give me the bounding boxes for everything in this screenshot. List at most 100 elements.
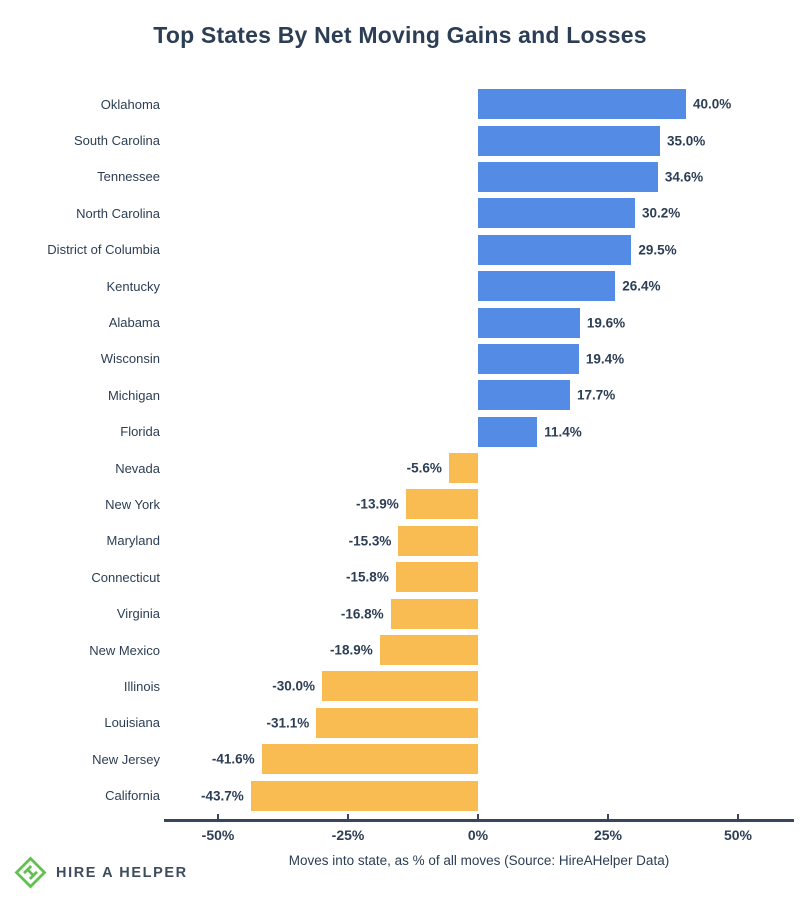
category-label: Virginia	[116, 606, 160, 622]
category-label: Kentucky	[106, 278, 160, 294]
plot-cell: 26.4%	[160, 268, 800, 304]
plot-cell: 29.5%	[160, 232, 800, 268]
value-label: -5.6%	[406, 460, 442, 476]
plot-cell: 19.4%	[160, 341, 800, 377]
chart-bar	[261, 744, 478, 775]
category-label: Tennessee	[97, 169, 160, 185]
x-axis-caption: Moves into state, as % of all moves (Sou…	[288, 853, 670, 868]
chart-bar	[379, 635, 478, 666]
chart-bar	[316, 707, 478, 738]
value-label: -31.1%	[266, 715, 310, 731]
plot-cell: -31.1%	[160, 705, 800, 741]
chart-bar	[395, 562, 478, 593]
chart-rows: Oklahoma 40.0% South Carolina 35.0% Tennesse…	[0, 86, 800, 814]
plot-cell: -15.3%	[160, 523, 800, 559]
chart-row: Tennessee 34.6%	[0, 159, 800, 195]
value-label: 26.4%	[622, 278, 661, 294]
chart-row: New Mexico -18.9%	[0, 632, 800, 668]
plot-cell: 30.2%	[160, 195, 800, 231]
category-label: North Carolina	[76, 205, 160, 221]
x-axis-tick-label: -50%	[201, 827, 235, 843]
category-label: New Jersey	[92, 751, 160, 767]
x-axis-tick	[737, 814, 739, 819]
brand-logo: HIRE A HELPER	[14, 856, 188, 889]
x-axis-tick	[217, 814, 219, 819]
x-axis-tick-label: 0%	[467, 827, 489, 843]
category-label: Michigan	[107, 387, 160, 403]
chart-bar	[448, 453, 478, 484]
chart-bar	[478, 343, 579, 374]
chart-bar	[405, 489, 478, 520]
x-axis-line	[164, 819, 794, 822]
chart-row: Connecticut -15.8%	[0, 559, 800, 595]
chart-row: District of Columbia 29.5%	[0, 232, 800, 268]
chart-row: Alabama 19.6%	[0, 304, 800, 340]
category-label: Alabama	[108, 315, 160, 331]
chart-bar	[478, 125, 660, 156]
chart-row: Louisiana -31.1%	[0, 705, 800, 741]
value-label: 29.5%	[638, 242, 677, 258]
chart-bar	[478, 234, 632, 265]
value-label: -13.9%	[355, 496, 399, 512]
plot-cell: -41.6%	[160, 741, 800, 777]
hireahelper-logo-icon	[14, 856, 47, 889]
x-axis-tick	[607, 814, 609, 819]
plot-cell: -43.7%	[160, 777, 800, 813]
category-label: Oklahoma	[100, 96, 160, 112]
category-label: Nevada	[115, 460, 160, 476]
plot-cell: 11.4%	[160, 414, 800, 450]
category-label: Maryland	[106, 533, 160, 549]
value-label: 19.4%	[585, 351, 625, 367]
plot-cell: 17.7%	[160, 377, 800, 413]
value-label: 35.0%	[667, 133, 706, 149]
plot-cell: -13.9%	[160, 486, 800, 522]
value-label: -15.3%	[348, 533, 392, 549]
value-label: -18.9%	[329, 642, 373, 658]
chart-bar	[478, 416, 538, 447]
x-axis-tick-label: 50%	[723, 827, 753, 843]
chart-bar	[322, 671, 478, 702]
chart-row: New York -13.9%	[0, 486, 800, 522]
chart-row: New Jersey -41.6%	[0, 741, 800, 777]
x-axis-tick	[347, 814, 349, 819]
chart-bar	[478, 380, 571, 411]
category-label: District of Columbia	[47, 242, 160, 258]
chart-bar	[398, 525, 478, 556]
value-label: 19.6%	[586, 315, 626, 331]
value-label: 30.2%	[642, 205, 681, 221]
chart-row: Nevada -5.6%	[0, 450, 800, 486]
plot-cell: 35.0%	[160, 122, 800, 158]
plot-cell: -5.6%	[160, 450, 800, 486]
chart-row: California -43.7%	[0, 777, 800, 813]
plot-cell: -18.9%	[160, 632, 800, 668]
plot-cell: -15.8%	[160, 559, 800, 595]
value-label: -43.7%	[200, 788, 244, 804]
category-label: South Carolina	[74, 133, 160, 149]
chart-bar	[478, 161, 658, 192]
x-axis-tick	[477, 814, 479, 819]
chart-bar	[390, 598, 478, 629]
chart-title: Top States By Net Moving Gains and Losse…	[153, 22, 647, 48]
value-label: -15.8%	[346, 569, 389, 585]
chart-bar	[250, 780, 478, 811]
chart-row: Oklahoma 40.0%	[0, 86, 800, 122]
x-axis: -50% -25% 0% 25% 50%	[0, 814, 800, 859]
value-label: 34.6%	[664, 169, 704, 185]
plot-cell: 19.6%	[160, 304, 800, 340]
chart-row: Virginia -16.8%	[0, 595, 800, 631]
value-label: -41.6%	[211, 751, 255, 767]
chart-bar	[478, 89, 686, 120]
category-label: Wisconsin	[100, 351, 160, 367]
category-label: Connecticut	[91, 569, 160, 585]
category-label: Illinois	[123, 678, 160, 694]
x-axis-tick-label: 25%	[593, 827, 623, 843]
brand-name: HIRE A HELPER	[56, 864, 188, 881]
chart-bar	[478, 271, 616, 302]
category-label: Florida	[120, 424, 160, 440]
chart-bar	[478, 198, 636, 229]
value-label: 17.7%	[577, 387, 616, 403]
value-label: -16.8%	[340, 606, 384, 622]
plot-cell: -30.0%	[160, 668, 800, 704]
plot-cell: 40.0%	[160, 86, 800, 122]
